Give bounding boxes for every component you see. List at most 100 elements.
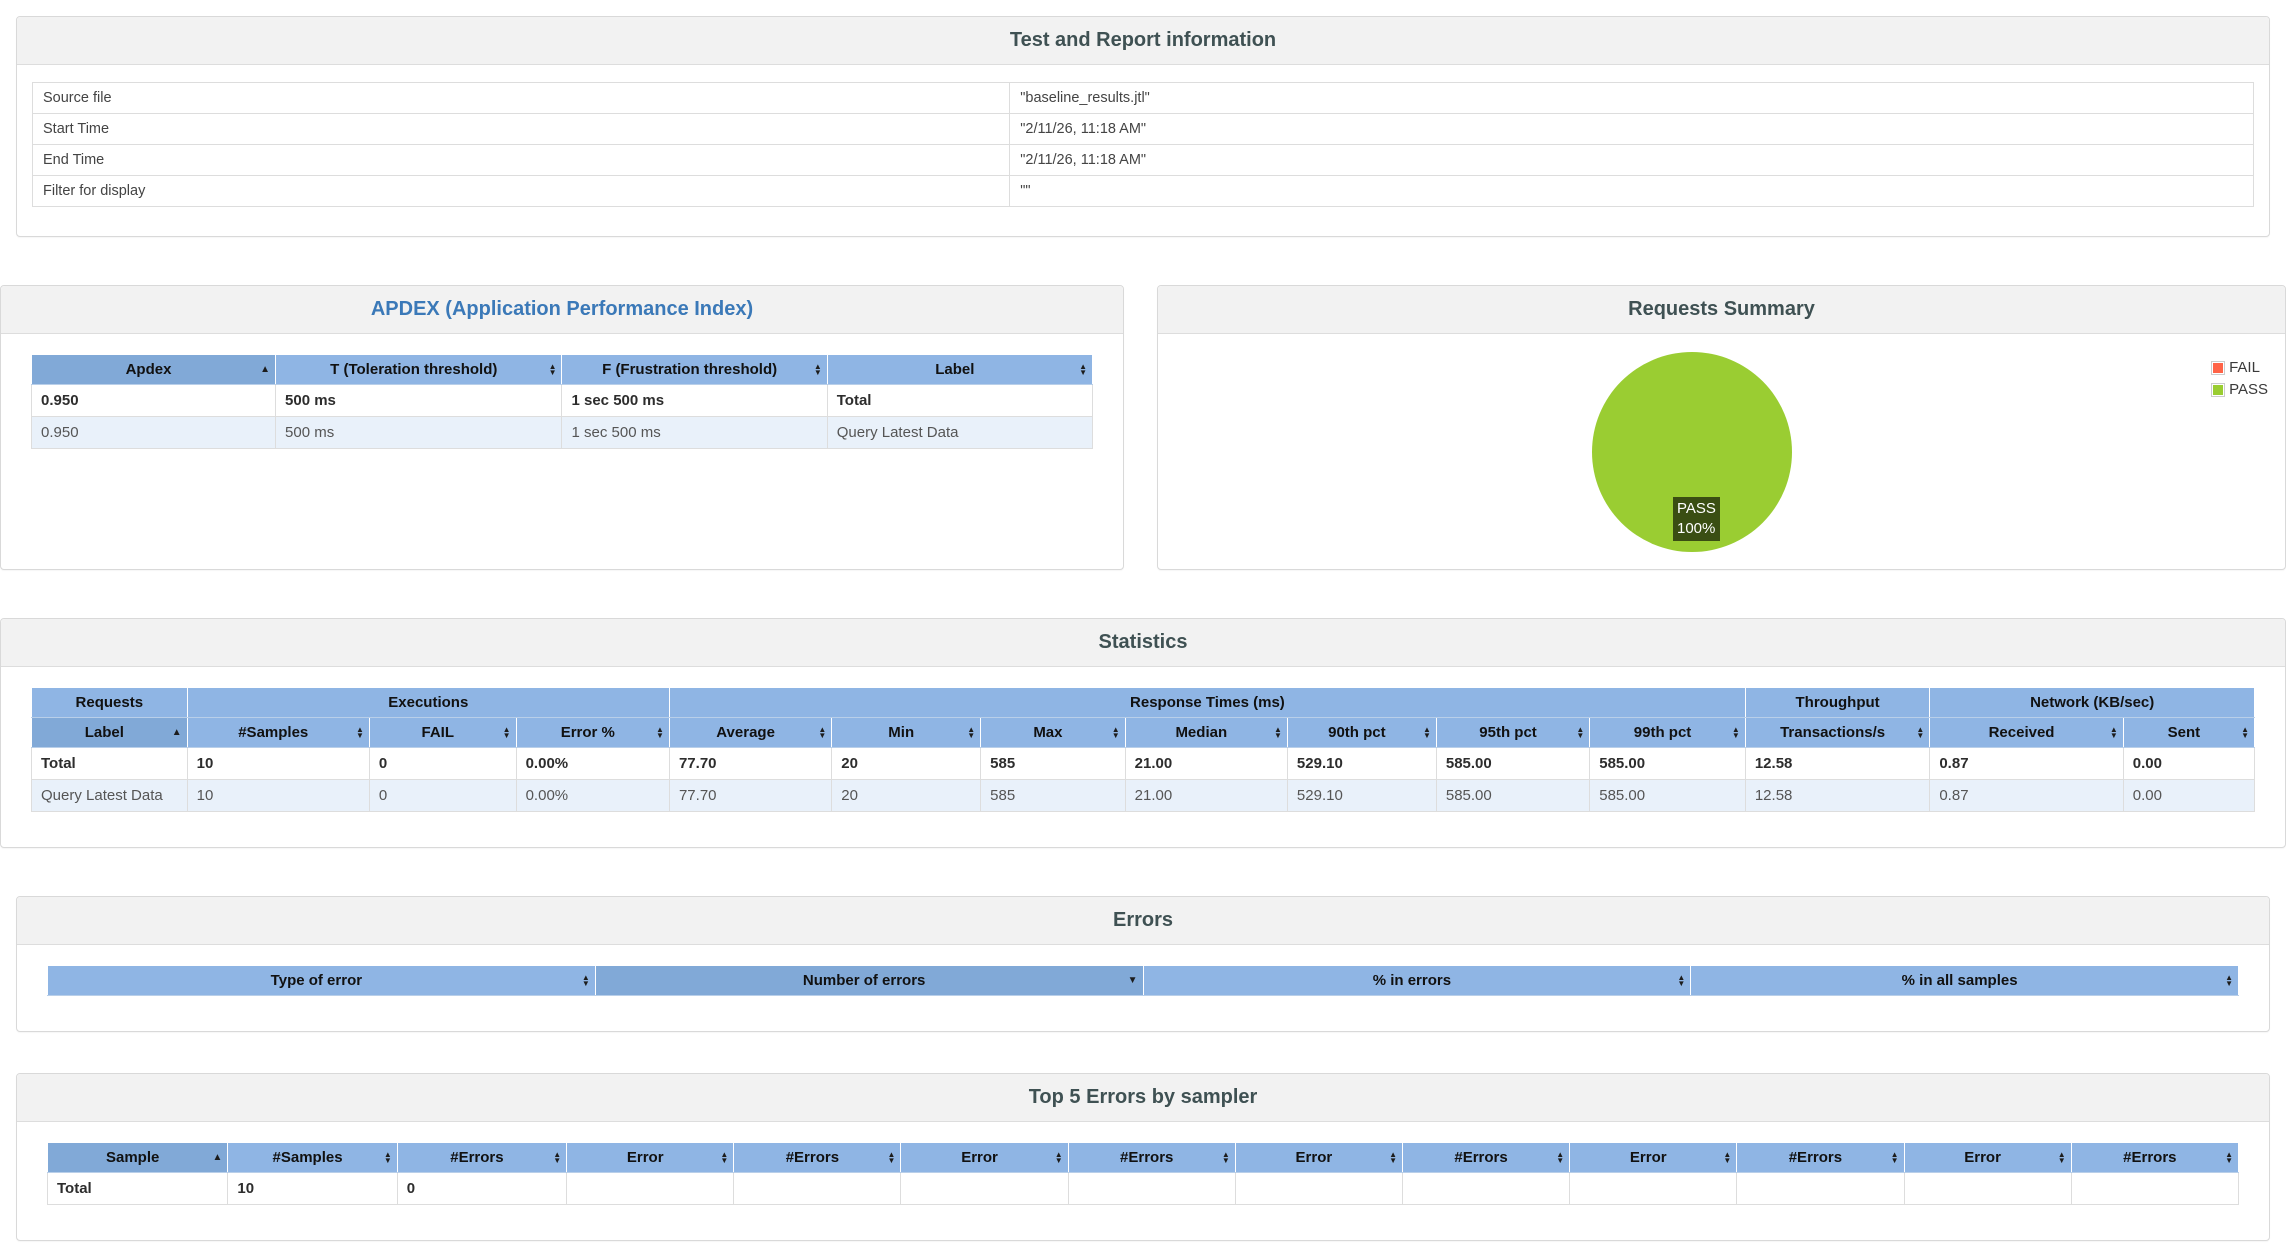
col-header-errors-1[interactable]: #Errors ▲ ▼: [733, 1142, 902, 1173]
col-header-samples[interactable]: #Samples ▲ ▼: [227, 1142, 398, 1173]
sort-both-icon: ▲ ▼: [502, 724, 511, 740]
col-header-errors-2[interactable]: #Errors ▲ ▼: [1067, 1142, 1236, 1173]
col-header-95th-pct[interactable]: 95th pct ▲ ▼: [1435, 717, 1591, 748]
legend-label: PASS: [2229, 381, 2268, 398]
col-header-min[interactable]: Min ▲ ▼: [831, 717, 982, 748]
legend-item-fail: FAIL: [2211, 359, 2268, 376]
panel-apdex-header: APDEX (Application Performance Index): [1, 286, 1123, 334]
sort-both-icon: ▲ ▼: [383, 1149, 392, 1165]
col-header-label[interactable]: Label ▲ ▼: [826, 354, 1094, 385]
col-header-label[interactable]: Label ▲: [31, 717, 188, 748]
table-row: Source file "baseline_results.jtl": [31, 82, 2254, 114]
col-header-error-2[interactable]: Error ▲ ▼: [900, 1142, 1069, 1173]
pass-color-swatch: [2211, 382, 2226, 397]
table-row: 0.950 500 ms 1 sec 500 ms Total: [30, 384, 1094, 417]
chart-legend: FAIL PASS: [2211, 359, 2268, 403]
panel-errors-header: Errors: [17, 897, 2269, 945]
sort-both-icon: ▲ ▼: [553, 1149, 562, 1165]
col-header-errors-5[interactable]: #Errors ▲ ▼: [2070, 1142, 2240, 1173]
group-header-requests: Requests: [31, 687, 188, 718]
col-header-number-of-errors[interactable]: Number of errors ▼: [594, 965, 1144, 996]
statistics-table: Requests Executions Response Times (ms) …: [31, 687, 2256, 812]
sort-both-icon: ▲ ▼: [1556, 1149, 1565, 1165]
col-header-errors-3[interactable]: #Errors ▲ ▼: [1401, 1142, 1571, 1173]
panel-errors: Errors Type of error ▲ ▼ Number of errors…: [16, 896, 2270, 1032]
top5-errors-table: Sample ▲ #Samples ▲ ▼ #Errors ▲ ▼ Error: [46, 1142, 2240, 1205]
table-header-row: Apdex ▲ T (Toleration threshold) ▲ ▼ F (F…: [30, 354, 1094, 385]
sort-both-icon: ▲ ▼: [1274, 724, 1282, 740]
col-header-error-3[interactable]: Error ▲ ▼: [1234, 1142, 1403, 1173]
col-header-type-of-error[interactable]: Type of error ▲ ▼: [47, 965, 596, 996]
pie-data-label: PASS 100%: [1673, 497, 1720, 541]
sort-both-icon: ▲ ▼: [1731, 724, 1740, 740]
group-header-executions: Executions: [186, 687, 670, 718]
apdex-title: APDEX (Application Performance Index): [370, 298, 754, 320]
sort-both-icon: ▲ ▼: [2109, 724, 2118, 740]
col-header-pct-in-all-samples[interactable]: % in all samples ▲ ▼: [1690, 965, 2239, 996]
legend-label: FAIL: [2229, 359, 2260, 376]
sort-both-icon: ▲ ▼: [656, 724, 664, 740]
errors-title: Errors: [1112, 909, 1174, 931]
panel-top5-errors: Top 5 Errors by sampler Sample ▲: [16, 1073, 2270, 1241]
table-row: End Time "2/11/26, 11:18 AM": [31, 144, 2254, 176]
col-header-average[interactable]: Average ▲ ▼: [668, 717, 833, 748]
col-header-samples[interactable]: #Samples ▲ ▼: [186, 717, 370, 748]
col-header-90th-pct[interactable]: 90th pct ▲ ▼: [1286, 717, 1437, 748]
col-header-sent[interactable]: Sent ▲ ▼: [2122, 717, 2256, 748]
col-header-apdex[interactable]: Apdex ▲: [30, 354, 277, 385]
col-header-error-5[interactable]: Error ▲ ▼: [1903, 1142, 2072, 1173]
col-header-toleration[interactable]: T (Toleration threshold) ▲ ▼: [275, 354, 563, 385]
group-header-throughput: Throughput: [1744, 687, 1931, 718]
panel-statistics-header: Statistics: [1, 619, 2285, 667]
table-row: Total 10 0: [46, 1172, 2240, 1205]
col-header-received[interactable]: Received ▲ ▼: [1929, 717, 2124, 748]
col-header-error-4[interactable]: Error ▲ ▼: [1569, 1142, 1738, 1173]
panel-apdex: APDEX (Application Performance Index) Ap…: [0, 285, 1124, 570]
panel-test-info-header: Test and Report information: [17, 17, 2269, 65]
sort-both-icon: ▲ ▼: [813, 361, 822, 377]
group-header-response-times: Response Times (ms): [668, 687, 1746, 718]
table-row: Total 10 0 0.00% 77.70 20 585 21.00 529.…: [31, 747, 2256, 780]
col-header-pct-in-errors[interactable]: % in errors ▲ ▼: [1142, 965, 1692, 996]
legend-item-pass: PASS: [2211, 381, 2268, 398]
group-header-network: Network (KB/sec): [1929, 687, 2255, 718]
col-header-transactions[interactable]: Transactions/s ▲ ▼: [1744, 717, 1931, 748]
sort-both-icon: ▲ ▼: [1723, 1149, 1732, 1165]
info-label: Source file: [31, 82, 1011, 114]
col-header-errors-4[interactable]: #Errors ▲ ▼: [1736, 1142, 1905, 1173]
errors-table: Type of error ▲ ▼ Number of errors ▼ % in…: [47, 965, 2239, 996]
sort-both-icon: ▲ ▼: [1576, 724, 1585, 740]
sort-both-icon: ▲ ▼: [355, 724, 364, 740]
info-value: "": [1009, 175, 2254, 207]
table-row: Filter for display "": [31, 175, 2254, 207]
col-header-max[interactable]: Max ▲ ▼: [980, 717, 1126, 748]
test-info-table: Source file "baseline_results.jtl" Start…: [31, 82, 2254, 207]
col-header-sample[interactable]: Sample ▲: [46, 1142, 229, 1173]
page-title: Test and Report information: [1009, 29, 1277, 51]
sort-both-icon: ▲ ▼: [2057, 1149, 2066, 1165]
table-row: Query Latest Data 10 0 0.00% 77.70 20 58…: [31, 779, 2256, 812]
requests-summary-pie-chart: PASS 100% FAIL PASS: [1173, 349, 2270, 554]
col-header-error-1[interactable]: Error ▲ ▼: [566, 1142, 735, 1173]
info-value: "2/11/26, 11:18 AM": [1009, 144, 2254, 176]
table-header-row: Type of error ▲ ▼ Number of errors ▼ % in…: [47, 965, 2239, 996]
sort-both-icon: ▲ ▼: [2225, 972, 2233, 988]
sort-both-icon: ▲ ▼: [1079, 361, 1087, 377]
col-header-frustration[interactable]: F (Frustration threshold) ▲ ▼: [561, 354, 828, 385]
panel-requests-summary-header: Requests Summary: [1158, 286, 2285, 334]
requests-summary-title: Requests Summary: [1628, 298, 1815, 320]
col-header-error-pct[interactable]: Error % ▲ ▼: [515, 717, 670, 748]
panel-statistics: Statistics Requests Executions Response …: [0, 618, 2286, 848]
sort-both-icon: ▲ ▼: [2241, 724, 2249, 740]
sort-both-icon: ▲ ▼: [1890, 1149, 1899, 1165]
col-header-errors-total[interactable]: #Errors ▲ ▼: [396, 1142, 568, 1173]
sort-both-icon: ▲ ▼: [1422, 724, 1431, 740]
table-header-row: Label ▲ #Samples ▲ ▼ FAIL ▲ ▼ Error %: [31, 717, 2256, 748]
top5-errors-title: Top 5 Errors by sampler: [1028, 1086, 1258, 1108]
col-header-fail[interactable]: FAIL ▲ ▼: [368, 717, 517, 748]
sort-both-icon: ▲ ▼: [818, 724, 827, 740]
col-header-median[interactable]: Median ▲ ▼: [1124, 717, 1288, 748]
col-header-99th-pct[interactable]: 99th pct ▲ ▼: [1589, 717, 1746, 748]
panel-test-info: Test and Report information Source file …: [16, 16, 2270, 237]
